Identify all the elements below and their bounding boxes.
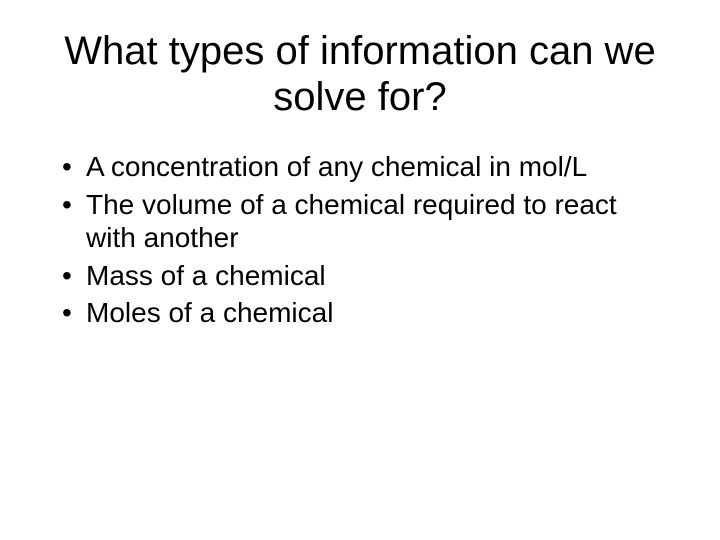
- list-item: A concentration of any chemical in mol/L: [58, 150, 670, 184]
- list-item: Mass of a chemical: [58, 259, 670, 293]
- list-item: Moles of a chemical: [58, 296, 670, 330]
- bullet-list: A concentration of any chemical in mol/L…: [58, 150, 670, 330]
- list-item: The volume of a chemical required to rea…: [58, 188, 670, 255]
- slide-title: What types of information can we solve f…: [50, 28, 670, 120]
- slide: What types of information can we solve f…: [0, 0, 720, 540]
